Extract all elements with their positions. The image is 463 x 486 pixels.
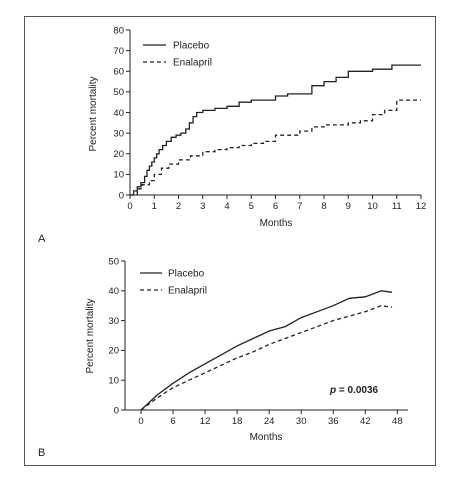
panel-b-legend-placebo: Placebo xyxy=(168,269,205,280)
panel-a-x-tick-label: 3 xyxy=(200,201,205,212)
panel-a-legend-placebo: Placebo xyxy=(173,41,210,52)
panel-a-legend-enalapril: Enalapril xyxy=(173,58,212,69)
panel-b-x-tick-label: 6 xyxy=(170,416,175,427)
panel-a-y-tick-label: 70 xyxy=(113,46,124,57)
panel-a-y-tick-label: 40 xyxy=(113,108,124,119)
panel-a-x-tick-label: 5 xyxy=(249,201,254,212)
panel-b-x-tick-label: 48 xyxy=(392,416,403,427)
panel-b-x-tick-label: 36 xyxy=(328,416,339,427)
panel-a-x-axis-title: Months xyxy=(260,218,293,229)
figure-frame xyxy=(24,16,436,466)
panel-b-x-tick-label: 0 xyxy=(138,416,143,427)
panel-a-x-tick-label: 8 xyxy=(321,201,326,212)
panel-a-series-placebo xyxy=(130,64,421,196)
panel-b-legend-enalapril: Enalapril xyxy=(168,286,207,297)
panel-b-x-tick-label: 42 xyxy=(360,416,371,427)
panel-b-x-tick-label: 24 xyxy=(264,416,275,427)
panel-b-y-tick-label: 0 xyxy=(114,405,119,416)
panel-b-x-axis-title: Months xyxy=(250,432,283,443)
panel-a-y-tick-label: 50 xyxy=(113,87,124,98)
panel-a-x-tick-label: 4 xyxy=(224,201,229,212)
panel-a-x-tick-label: 2 xyxy=(176,201,181,212)
panel-a-x-tick-label: 9 xyxy=(346,201,351,212)
panel-b-y-tick-label: 20 xyxy=(108,346,119,357)
panel-b-y-tick-label: 10 xyxy=(108,376,119,387)
panel-b-p-value-annotation: p = 0.0036 xyxy=(329,385,379,396)
panel-a-x-tick-label: 7 xyxy=(297,201,302,212)
panel-b-series-placebo xyxy=(140,290,393,411)
panel-a-x-tick-label: 1 xyxy=(152,201,157,212)
panel-a-label: A xyxy=(38,233,46,245)
panel-a-x-tick-label: 0 xyxy=(127,201,132,212)
panel-b-p-value: = 0.0036 xyxy=(336,385,378,396)
panel-a-x-tick-label: 12 xyxy=(416,201,427,212)
panel-a-x-tick-label: 11 xyxy=(392,201,402,212)
panel-a-y-tick-label: 80 xyxy=(113,25,124,36)
panel-b-p-symbol: p xyxy=(329,385,336,396)
panel-a-y-tick-label: 10 xyxy=(113,170,124,181)
panel-b-label: B xyxy=(38,447,45,459)
panel-a-x-tick-label: 6 xyxy=(273,201,278,212)
panel-b-y-tick-label: 50 xyxy=(108,256,119,267)
panel-b-y-tick-label: 40 xyxy=(108,286,119,297)
panel-a-y-tick-label: 30 xyxy=(113,128,124,139)
panel-b-chart: 0 10 20 30 40 50 0 6 12 18 24 30 36 42 48 Placebo Ena… xyxy=(38,256,408,459)
panel-a-y-tick-label: 20 xyxy=(113,149,124,160)
panel-b-x-tick-label: 12 xyxy=(200,416,211,427)
panel-a-x-tick-label: 10 xyxy=(367,201,378,212)
panel-b-series-enalapril xyxy=(140,305,393,411)
panel-a-y-tick-label: 60 xyxy=(113,67,124,78)
panel-b-y-axis-title: Percent mortality xyxy=(85,298,96,373)
panel-a-y-tick-label: 0 xyxy=(119,190,124,201)
panel-a-y-axis-title: Percent mortality xyxy=(88,76,99,151)
panel-b-x-tick-label: 18 xyxy=(232,416,243,427)
panel-b-y-tick-label: 30 xyxy=(108,316,119,327)
panel-b-x-tick-label: 30 xyxy=(296,416,307,427)
panel-a-series-enalapril xyxy=(130,99,421,196)
